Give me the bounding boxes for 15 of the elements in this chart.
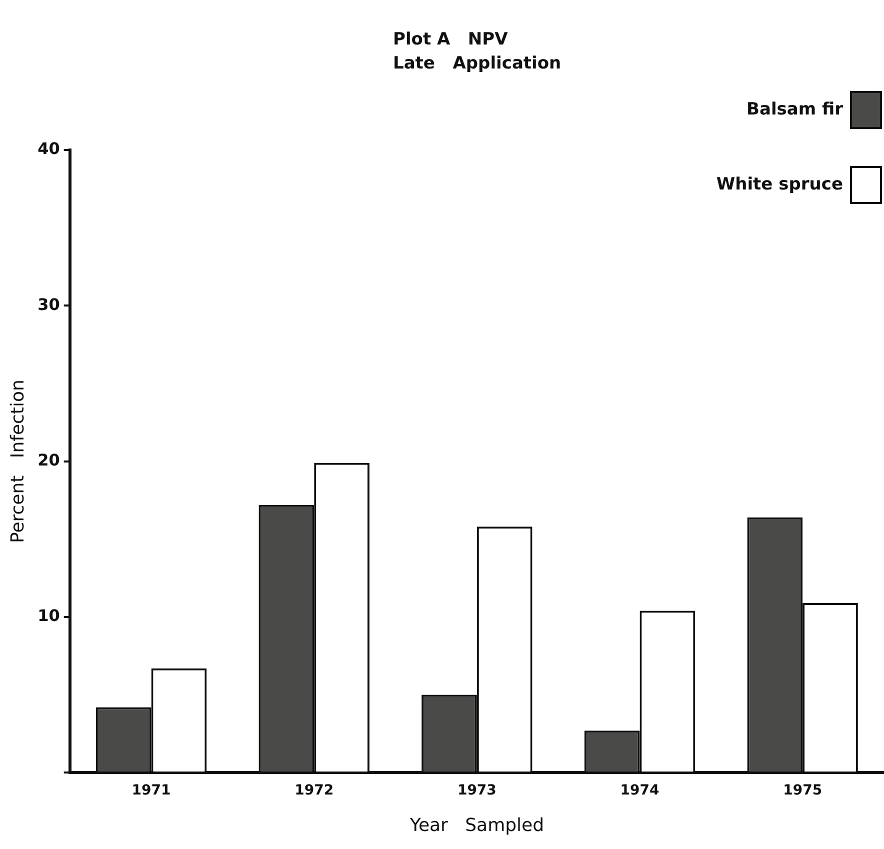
x-tick-label: 1975: [783, 782, 822, 799]
x-tick-label: 1974: [620, 782, 660, 799]
legend-label: Balsam fir: [746, 99, 844, 120]
x-tick-label: 1971: [132, 782, 171, 799]
y-tick-label: 40: [38, 139, 60, 158]
y-axis-title: Percent Infection: [7, 380, 28, 544]
y-tick-label: 20: [38, 450, 60, 470]
x-tick-label: 1973: [457, 782, 496, 799]
y-tick-label: 10: [38, 606, 60, 626]
chart-title: Plot A NPV: [393, 29, 509, 50]
x-axis-title: Year Sampled: [408, 814, 544, 836]
y-tick-label: 30: [38, 294, 60, 314]
x-tick-label: 1972: [294, 782, 334, 799]
chart-subtitle: Late Application: [393, 53, 562, 74]
legend-label: White spruce: [716, 174, 843, 194]
